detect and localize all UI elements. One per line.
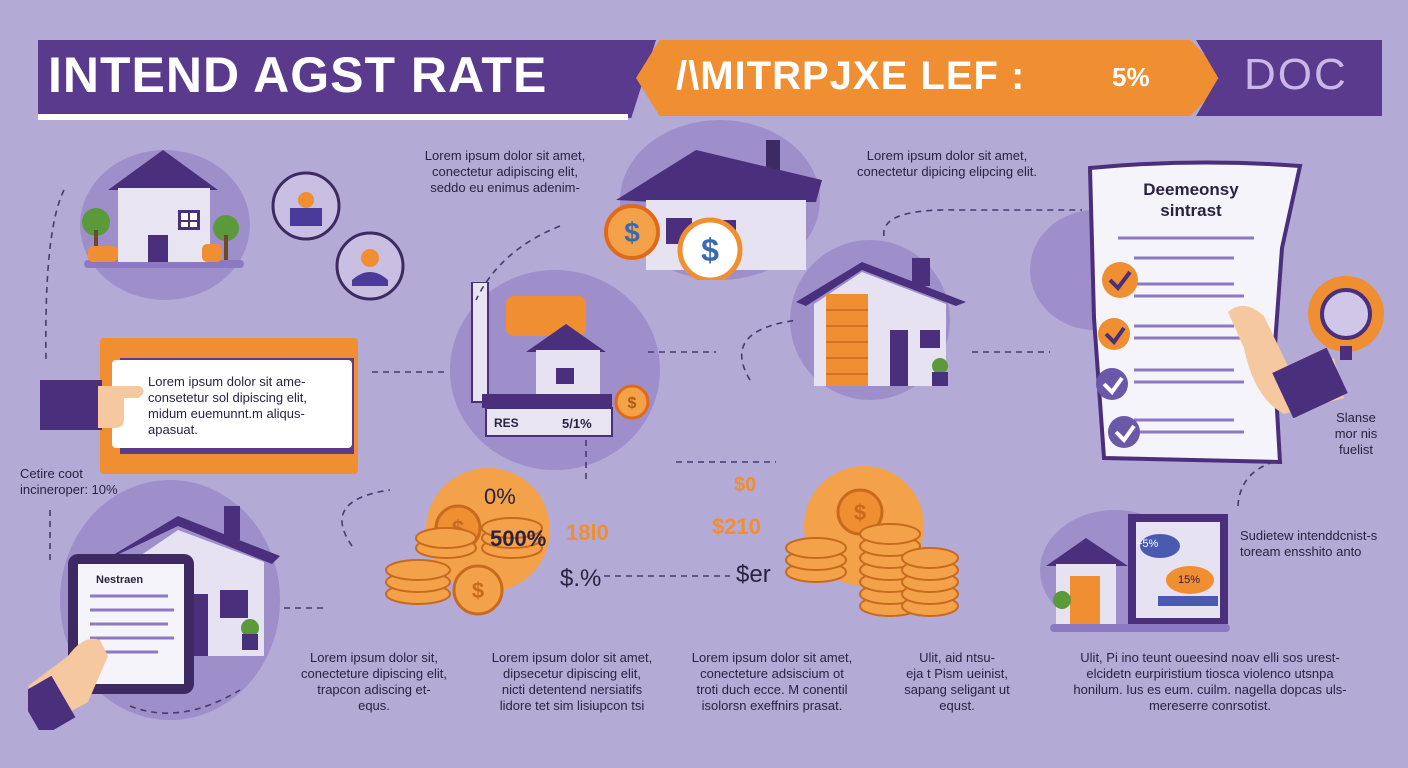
text-block-bottom-1: Lorem ipsum dolor sit, conecteture dipis… (284, 650, 464, 713)
text-line: equst. (939, 697, 975, 713)
text-line: conecteture dipiscing elit, (301, 665, 447, 681)
text-line: nicti detentend nersiatifs (501, 681, 643, 697)
text-line: isolorsn exeffnirs prasat. (701, 697, 843, 713)
right-side-text: Slanse mor nis fuelist (1318, 410, 1394, 458)
rate-label-a: 18l0 (566, 520, 609, 545)
text-line: Cetire coot (20, 466, 83, 481)
pct-label-mid: 500% (490, 526, 547, 551)
text-line: seddo eu enimus adenim- (430, 179, 580, 195)
text-line: Ulit, Pi ino teunt oueesind noav elli so… (1080, 650, 1340, 665)
coin-stack-right: $ (785, 466, 959, 617)
info-card (112, 360, 352, 448)
document-title-line: Deemeonsy (1143, 180, 1239, 199)
page-title: INTEND AGST RATE (48, 47, 548, 103)
brick-house-illustration (796, 258, 966, 386)
pct-label-low: $.% (560, 565, 602, 592)
paper-house-illustration: $ (471, 282, 650, 437)
svg-text:$: $ (701, 232, 719, 268)
bubble-a-label: ~5% (1136, 538, 1159, 550)
text-block-bottom-5: Ulit, Pi ino teunt oueesind noav elli so… (1040, 650, 1380, 713)
flow-arrow (45, 189, 65, 361)
hand-icon (40, 380, 144, 430)
text-line: midum euemunnt.m aliqus- (148, 405, 305, 421)
text-block-top-center: Lorem ipsum dolor sit amet, conectetur a… (400, 148, 610, 196)
text-line: incineroper: 10% (20, 481, 118, 497)
text-line: Lorem ipsum dolor sit ame- (148, 374, 306, 389)
header-right-label: DOC (1244, 50, 1348, 99)
text-line: honilum. Ius es eum. cuilm. nagella dopc… (1073, 681, 1347, 697)
header-banner-right (1196, 40, 1382, 116)
svg-text:$: $ (472, 578, 484, 603)
rate-label-b: $0 (734, 474, 757, 496)
text-line: Lorem ipsum dolor sit amet, (424, 148, 586, 163)
flow-arrow (475, 225, 561, 301)
text-line: conectetur dipicing elipcing elit. (857, 163, 1037, 179)
house-tablet-illustration (28, 506, 280, 730)
text-line: Lorem ipsum dolor sit amet, (691, 650, 853, 665)
text-line: trapcon adiscing et- (317, 681, 431, 697)
document-title: Deemeonsy sintrast (1116, 180, 1266, 221)
header-subtitle: /\MITRPJXE LEF : (676, 54, 1026, 98)
text-line: sapang seligant ut (904, 681, 1010, 697)
flow-arrow (1237, 459, 1281, 507)
text-line: conectetur adipiscing elit, (432, 163, 578, 179)
flow-arrow (883, 209, 1082, 237)
text-line: dipsecetur dipiscing elit, (502, 665, 642, 681)
text-line: Lorem ipsum dolor sit amet, (866, 148, 1028, 163)
text-line: equs. (358, 697, 390, 713)
info-card-text: Lorem ipsum dolor sit ame- consetetur so… (148, 374, 358, 437)
text-line: mereserre conrsotist. (1148, 697, 1272, 713)
text-line: apasuat. (148, 421, 198, 437)
svg-text:$: $ (628, 395, 637, 412)
text-line: Lorem ipsum dolor sit, (310, 650, 438, 665)
header-underline (38, 114, 628, 120)
text-line: mor nis (1334, 425, 1378, 441)
text-line: elcidetn eurpiristium tiosca violenco ut… (1086, 665, 1334, 681)
right-bottom-text: Sudietew intenddcnist-s toream ensshito … (1240, 528, 1406, 560)
text-line: lidore tet sim lisiupcon tsi (499, 697, 645, 713)
left-label: Cetire coot incineroper: 10% (20, 466, 150, 498)
text-line: Slanse (1336, 410, 1376, 425)
text-line: toream ensshito anto (1240, 543, 1362, 559)
text-line: troti duch ecce. M conentil (696, 681, 848, 697)
text-line: Lorem ipsum dolor sit amet, (491, 650, 653, 665)
rate-label-c: $210 (712, 514, 761, 539)
flow-arrow (341, 489, 391, 547)
flow-arrow (129, 689, 241, 714)
text-line: fuelist (1339, 441, 1373, 457)
text-block-bottom-4: Ulit, aid ntsu- eja t Pism ueinist, sapa… (882, 650, 1032, 713)
house-coins-illustration: $ $ (604, 140, 822, 280)
header-banner-left (38, 40, 656, 118)
user-profile-icon (335, 231, 405, 301)
rate-label-d: $er (736, 561, 771, 588)
svg-text:$: $ (854, 500, 866, 525)
text-line: consetetur sol dipiscing elit, (148, 389, 307, 405)
house-chart-illustration (1046, 514, 1230, 632)
text-block-top-right: Lorem ipsum dolor sit amet, conectetur d… (822, 148, 1072, 180)
text-line: Sudietew intenddcnist-s (1240, 528, 1378, 543)
text-line: eja t Pism ueinist, (906, 665, 1008, 681)
header-banner-mid (636, 40, 1226, 116)
house-illustration (82, 150, 244, 268)
coin-stack-left: $ $ (385, 468, 550, 616)
text-line: conecteture adsiscium ot (700, 665, 844, 681)
pct-label-top: 0% (484, 484, 516, 509)
house-sign-left: RES (494, 416, 519, 430)
magnifier-hand-icon (1228, 276, 1384, 418)
flow-arrow (740, 319, 799, 381)
svg-text:$: $ (624, 217, 640, 248)
text-block-bottom-3: Lorem ipsum dolor sit amet, conecteture … (672, 650, 872, 713)
text-line: Ulit, aid ntsu- (919, 650, 995, 665)
tablet-title: Nestraen (96, 574, 144, 586)
user-document-icon (271, 171, 341, 241)
document-title-line: sintrast (1160, 200, 1222, 220)
text-block-bottom-2: Lorem ipsum dolor sit amet, dipsecetur d… (472, 650, 672, 713)
bubble-b-label: 15% (1178, 574, 1201, 586)
house-sign-right: 5/1% (562, 416, 592, 431)
header-rate: 5% (1112, 62, 1150, 92)
